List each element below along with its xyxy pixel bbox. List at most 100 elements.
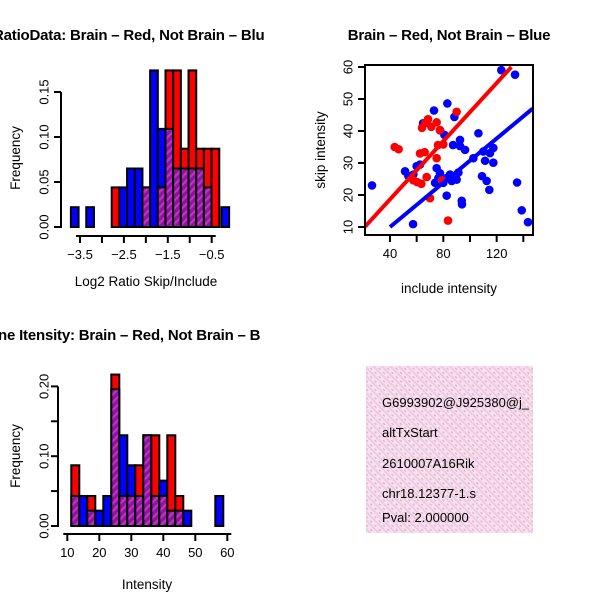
x-tick-label: 60: [220, 545, 234, 560]
x-tick-label: 50: [188, 545, 202, 560]
intensity-hist-title: ne Itensity: Brain – Red, Not Brain – B: [0, 327, 261, 344]
info-line-event-type: altTxStart: [382, 425, 438, 440]
scatter-point-blue: [442, 191, 451, 200]
scatter-point-red: [423, 114, 433, 124]
scatter-point-blue: [489, 143, 498, 153]
scatter-plot-box: [364, 64, 534, 236]
scatter-xlabel: include intensity: [401, 281, 497, 296]
scatter-point-blue: [497, 66, 506, 75]
scatter-point-red: [420, 147, 429, 157]
y-tick-label: 60: [340, 60, 355, 74]
y-tick-label: 0.05: [36, 169, 51, 194]
hist-bar-blue: [149, 69, 159, 229]
info-line-pval: Pval: 2.000000: [382, 510, 469, 525]
y-tick-label: 0.10: [36, 444, 51, 469]
hist-bar-overlap: [156, 186, 167, 228]
ratio-hist-xlabel: Log2 Ratio Skip/Include: [75, 274, 218, 289]
scatter-ylabel: skip intensity: [313, 111, 328, 189]
y-tick-label: 30: [340, 156, 355, 170]
gene-info-box-bg: [366, 366, 533, 533]
scatter-point-red: [435, 125, 445, 135]
hist-bar-overlap: [164, 127, 175, 228]
scatter-point-blue: [448, 140, 458, 150]
scatter-point-blue: [510, 70, 520, 79]
hist-bar-blue: [94, 509, 105, 528]
scatter-point-blue: [400, 167, 410, 176]
x-tick-label: −0.5: [199, 247, 225, 262]
hist-bar-blue: [182, 509, 193, 528]
scatter-point-blue: [480, 156, 490, 166]
hist-bar-overlap: [86, 509, 97, 528]
scatter-title: Brain – Red, Not Brain – Blue: [348, 27, 551, 44]
hist-bar-overlap: [150, 494, 161, 527]
hist-bar-overlap: [187, 167, 198, 228]
hist-bar-overlap: [179, 167, 190, 228]
scatter-point-blue: [443, 99, 452, 108]
x-tick-label: 40: [383, 246, 397, 261]
scatter-point-blue: [485, 185, 494, 195]
scatter-point-red: [432, 153, 441, 163]
hist-bar-blue: [78, 494, 89, 527]
hist-bar-overlap: [70, 494, 81, 527]
y-tick-label: 0.20: [36, 374, 51, 399]
hist-bar-overlap: [141, 186, 152, 228]
intensity-histogram: 0.00 0.10 0.20 10 20 30 40 50 60: [36, 373, 235, 560]
x-tick-label: 40: [156, 545, 170, 560]
scatter-point-blue: [408, 219, 418, 229]
hist-bar-overlap: [174, 509, 185, 528]
x-tick-label: −1.5: [155, 247, 181, 262]
x-tick-label: 10: [60, 545, 74, 560]
info-line-gene-id: G6993902@J925380@j_: [382, 395, 530, 410]
regression-line-blue: [388, 107, 532, 229]
hist-bar-overlap: [202, 186, 213, 228]
x-tick-label: 120: [486, 246, 508, 261]
hist-bar-red: [210, 147, 221, 228]
ratio-hist-ylabel: Frequency: [8, 126, 23, 190]
scatter-point-blue: [367, 181, 377, 190]
info-line-gene-symbol: 2610007A16Rik: [382, 456, 475, 471]
x-tick-label: 20: [92, 545, 106, 560]
gene-info-box: G6993902@J925380@j_ altTxStart 2610007A1…: [366, 366, 533, 533]
hist-bar-blue: [220, 206, 231, 228]
scatter-point-blue: [474, 128, 483, 138]
scatter-point-red: [394, 144, 403, 154]
x-tick-label: −2.5: [111, 247, 137, 262]
hist-bar-overlap: [172, 167, 182, 228]
scatter-point-blue: [517, 206, 527, 215]
hist-bar-overlap: [110, 388, 121, 527]
hist-bar-overlap: [195, 167, 205, 228]
hist-bar-blue: [85, 206, 95, 228]
hist-bar-blue: [133, 167, 144, 228]
ratio-hist-title: RatioData: Brain – Red, Not Brain – Blu: [0, 27, 264, 44]
y-tick-label: 40: [340, 124, 355, 138]
scatter-point-blue: [523, 217, 532, 227]
x-tick-label: −3.5: [67, 247, 93, 262]
hist-bar-overlap: [166, 509, 177, 528]
scatter-point-blue: [429, 106, 439, 115]
hist-bar-blue: [69, 206, 80, 228]
x-tick-label: 80: [436, 246, 450, 261]
scatter-point-blue: [457, 199, 467, 209]
hist-bar-overlap: [134, 494, 145, 527]
hist-bar-blue: [102, 494, 113, 527]
y-tick-label: 50: [340, 92, 355, 106]
scatter-point-red: [452, 107, 461, 117]
scatter-point-blue: [430, 178, 440, 188]
scatter-point-red: [443, 216, 453, 225]
hist-bar-overlap: [118, 494, 129, 527]
hist-bar-blue: [126, 167, 136, 228]
scatter-point-blue: [489, 158, 498, 167]
hist-bar-blue: [214, 494, 225, 527]
y-tick-label: 10: [340, 220, 355, 234]
scatter-point-blue: [512, 178, 522, 187]
scatter-point-red: [417, 179, 426, 189]
intensity-hist-ylabel: Frequency: [8, 424, 23, 488]
scatter-content: [366, 66, 532, 229]
y-tick-label: 20: [340, 188, 355, 202]
y-tick-label: 0.00: [36, 214, 51, 239]
intensity-scatterplot: 40 80 120 10 20 30 40 50 60: [340, 60, 534, 261]
ratio-histogram: 0.00 0.05 0.10 0.15 −3.5 −2.5 −1.5 −0.5: [36, 69, 231, 262]
intensity-hist-xlabel: Intensity: [122, 577, 173, 592]
y-tick-label: 0.00: [36, 513, 51, 538]
